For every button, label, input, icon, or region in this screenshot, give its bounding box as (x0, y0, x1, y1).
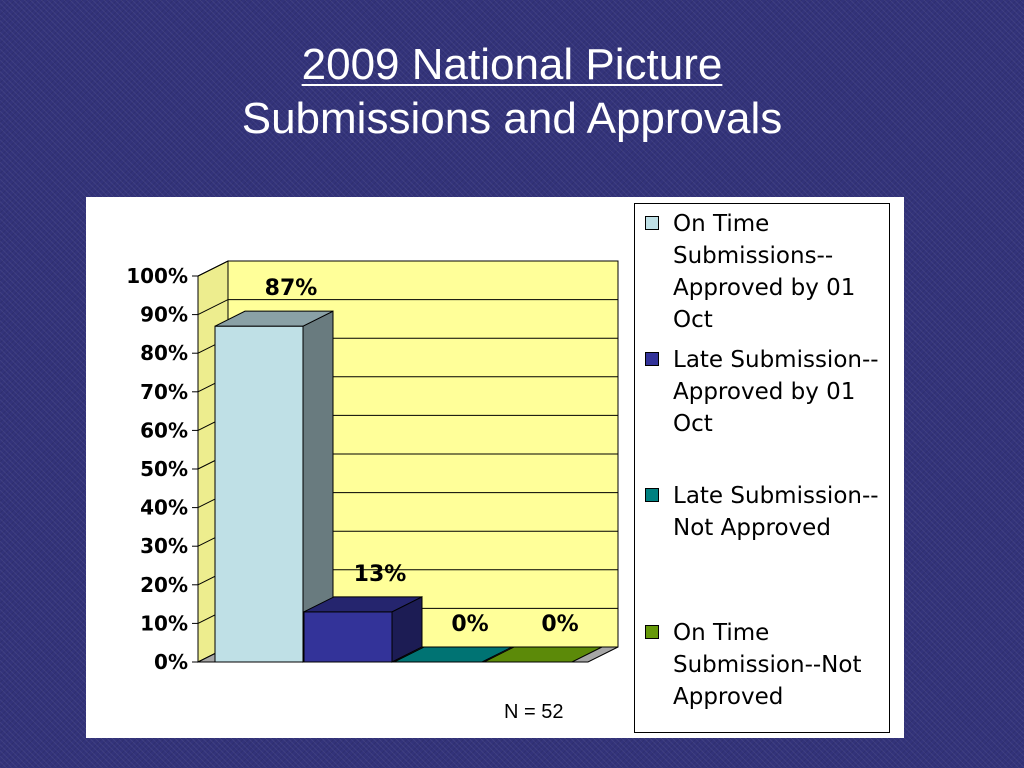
gridline (197, 299, 618, 316)
legend-label: On Time Submissions--Approved by 01 Oct (673, 211, 856, 333)
bar-top (303, 596, 423, 613)
y-tick-label: 80% (140, 341, 188, 365)
y-tick-label: 30% (140, 534, 188, 558)
bar-front (303, 611, 393, 663)
legend-swatch (645, 488, 659, 502)
data-label: 0% (451, 612, 488, 637)
sample-size-annotation: N = 52 (504, 701, 564, 723)
legend-swatch (645, 625, 659, 639)
y-tick-label: 10% (140, 611, 188, 635)
legend-swatch (645, 352, 659, 366)
y-tick-label: 100% (126, 264, 188, 288)
bar-top (483, 646, 603, 663)
legend-label: On Time Submission--Not Approved (673, 620, 862, 710)
y-tick-label: 40% (140, 496, 188, 520)
bar-chart: 0% 10% 20% 30% 40% 50% 60% 70% 80% 90% 100% 87% 13% 0… (126, 260, 619, 674)
bar-top (393, 646, 513, 663)
data-label: 0% (541, 612, 578, 637)
slide-title: 2009 National Picture Submissions and Ap… (0, 38, 1024, 146)
data-label: 87% (265, 276, 318, 301)
y-tick-label: 90% (140, 303, 188, 327)
legend-label: Late Submission--Not Approved (673, 483, 879, 541)
gridline (197, 260, 618, 277)
y-tick-label: 60% (140, 418, 188, 442)
y-tick-label: 70% (140, 380, 188, 404)
chart-legend: On Time Submissions--Approved by 01 Oct L… (634, 203, 890, 733)
slide-title-line1: 2009 National Picture (301, 40, 723, 89)
chart-panel: 0% 10% 20% 30% 40% 50% 60% 70% 80% 90% 100% 87% 13% 0… (86, 197, 904, 738)
legend-label: Late Submission--Approved by 01 Oct (673, 347, 879, 437)
bar-top (214, 310, 334, 327)
data-label: 13% (354, 562, 407, 587)
y-tick-label: 50% (140, 457, 188, 481)
y-tick-label: 20% (140, 573, 188, 597)
bar-front (214, 325, 304, 663)
slide-title-line2: Submissions and Approvals (241, 94, 783, 143)
legend-swatch (645, 216, 659, 230)
y-tick-label: 0% (154, 650, 188, 674)
